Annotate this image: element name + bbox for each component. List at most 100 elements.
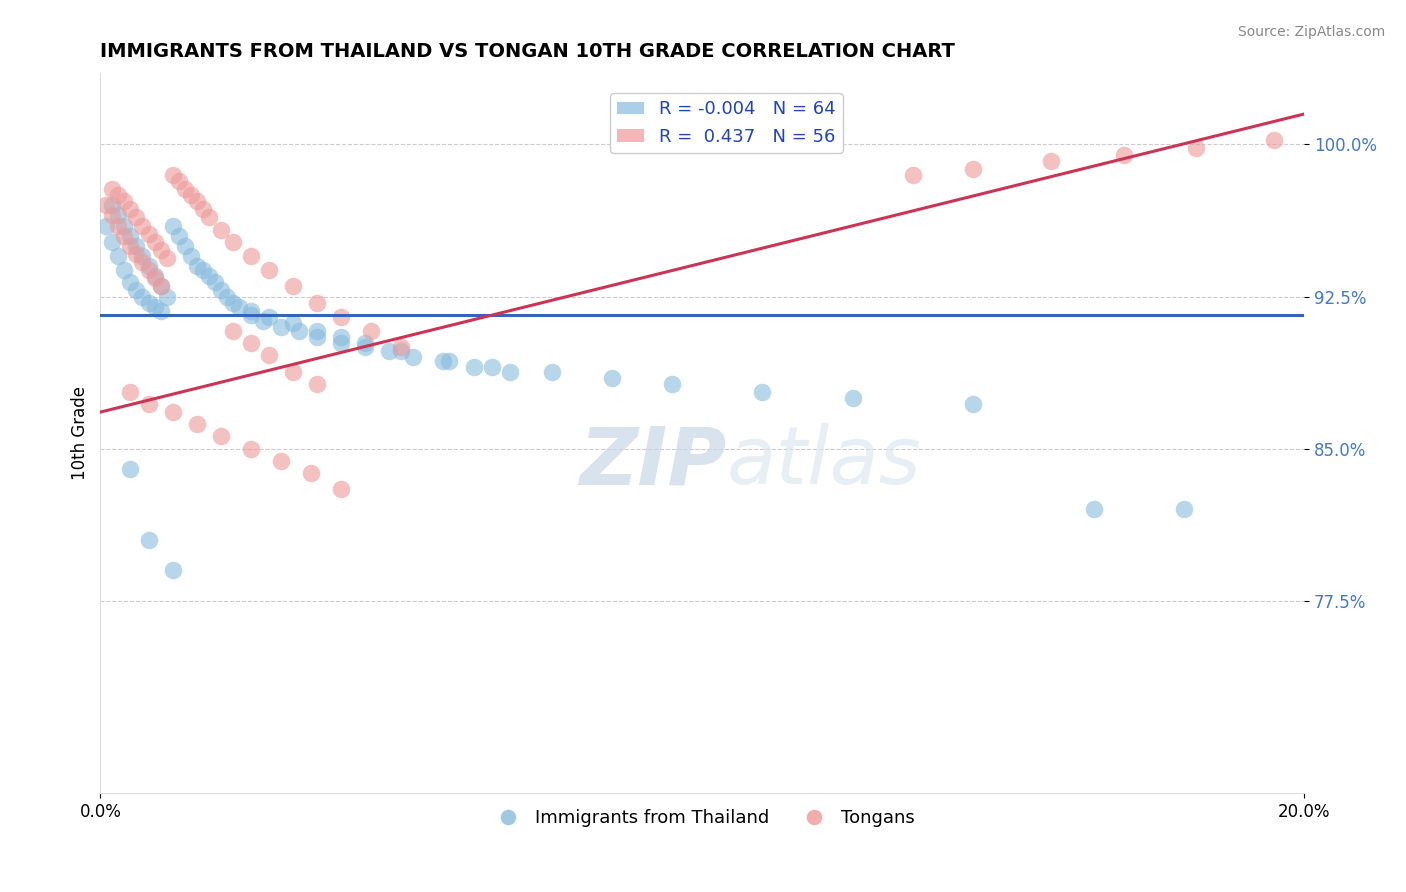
Point xyxy=(299,466,322,480)
Point xyxy=(112,228,135,243)
Point xyxy=(131,289,153,303)
Point xyxy=(378,344,401,359)
Point xyxy=(1263,133,1285,147)
Point xyxy=(330,310,353,324)
Point xyxy=(101,198,124,212)
Point xyxy=(101,182,124,196)
Point xyxy=(138,227,160,241)
Point xyxy=(162,219,184,233)
Point xyxy=(901,168,924,182)
Point xyxy=(107,219,129,233)
Point xyxy=(354,336,377,351)
Text: atlas: atlas xyxy=(727,423,921,501)
Point xyxy=(305,324,328,338)
Point xyxy=(149,279,172,293)
Point xyxy=(540,365,562,379)
Point xyxy=(389,344,412,359)
Point xyxy=(281,365,304,379)
Point xyxy=(138,295,160,310)
Point xyxy=(125,239,148,253)
Point xyxy=(252,314,274,328)
Point xyxy=(138,397,160,411)
Point xyxy=(155,289,177,303)
Point xyxy=(131,249,153,263)
Point xyxy=(112,219,135,233)
Point xyxy=(167,228,190,243)
Point xyxy=(197,269,219,284)
Point xyxy=(209,222,232,236)
Point xyxy=(120,202,142,217)
Point xyxy=(481,360,503,375)
Point xyxy=(162,168,184,182)
Point xyxy=(155,251,177,265)
Point xyxy=(167,174,190,188)
Point xyxy=(498,365,520,379)
Point xyxy=(432,354,454,368)
Point xyxy=(138,533,160,547)
Point xyxy=(143,271,166,285)
Point xyxy=(842,391,865,405)
Point xyxy=(661,376,683,391)
Point xyxy=(1040,153,1063,168)
Point xyxy=(180,188,202,202)
Y-axis label: 10th Grade: 10th Grade xyxy=(72,386,89,481)
Point xyxy=(120,275,142,289)
Point xyxy=(257,263,280,277)
Point xyxy=(131,255,153,269)
Legend: Immigrants from Thailand, Tongans: Immigrants from Thailand, Tongans xyxy=(482,802,922,835)
Point xyxy=(143,235,166,249)
Point xyxy=(239,336,262,351)
Point xyxy=(288,324,311,338)
Point xyxy=(149,303,172,318)
Point xyxy=(120,228,142,243)
Point xyxy=(101,208,124,222)
Point xyxy=(962,161,984,176)
Point xyxy=(162,405,184,419)
Point xyxy=(962,397,984,411)
Point xyxy=(204,275,226,289)
Point xyxy=(330,330,353,344)
Point xyxy=(354,340,377,354)
Point xyxy=(305,376,328,391)
Point xyxy=(125,247,148,261)
Point xyxy=(257,348,280,362)
Point xyxy=(239,303,262,318)
Point xyxy=(222,235,245,249)
Point xyxy=(107,208,129,222)
Point xyxy=(96,219,118,233)
Point xyxy=(131,219,153,233)
Point xyxy=(173,182,195,196)
Point xyxy=(107,188,129,202)
Point xyxy=(360,324,382,338)
Point xyxy=(222,324,245,338)
Point xyxy=(257,310,280,324)
Text: IMMIGRANTS FROM THAILAND VS TONGAN 10TH GRADE CORRELATION CHART: IMMIGRANTS FROM THAILAND VS TONGAN 10TH … xyxy=(100,42,955,61)
Point xyxy=(143,300,166,314)
Point xyxy=(186,417,208,432)
Point xyxy=(209,284,232,298)
Point xyxy=(305,295,328,310)
Point xyxy=(239,249,262,263)
Point xyxy=(270,454,292,468)
Text: Source: ZipAtlas.com: Source: ZipAtlas.com xyxy=(1237,25,1385,39)
Point xyxy=(402,351,425,365)
Text: ZIP: ZIP xyxy=(579,423,727,501)
Point xyxy=(138,263,160,277)
Point xyxy=(149,279,172,293)
Point xyxy=(180,249,202,263)
Point xyxy=(162,563,184,577)
Point xyxy=(186,194,208,209)
Point xyxy=(600,370,623,384)
Point xyxy=(239,442,262,456)
Point xyxy=(197,211,219,225)
Point xyxy=(96,198,118,212)
Point xyxy=(125,284,148,298)
Point xyxy=(1185,141,1208,155)
Point xyxy=(186,259,208,273)
Point xyxy=(120,239,142,253)
Point xyxy=(149,243,172,257)
Point xyxy=(107,249,129,263)
Point xyxy=(191,202,214,217)
Point xyxy=(1112,147,1135,161)
Point xyxy=(120,384,142,399)
